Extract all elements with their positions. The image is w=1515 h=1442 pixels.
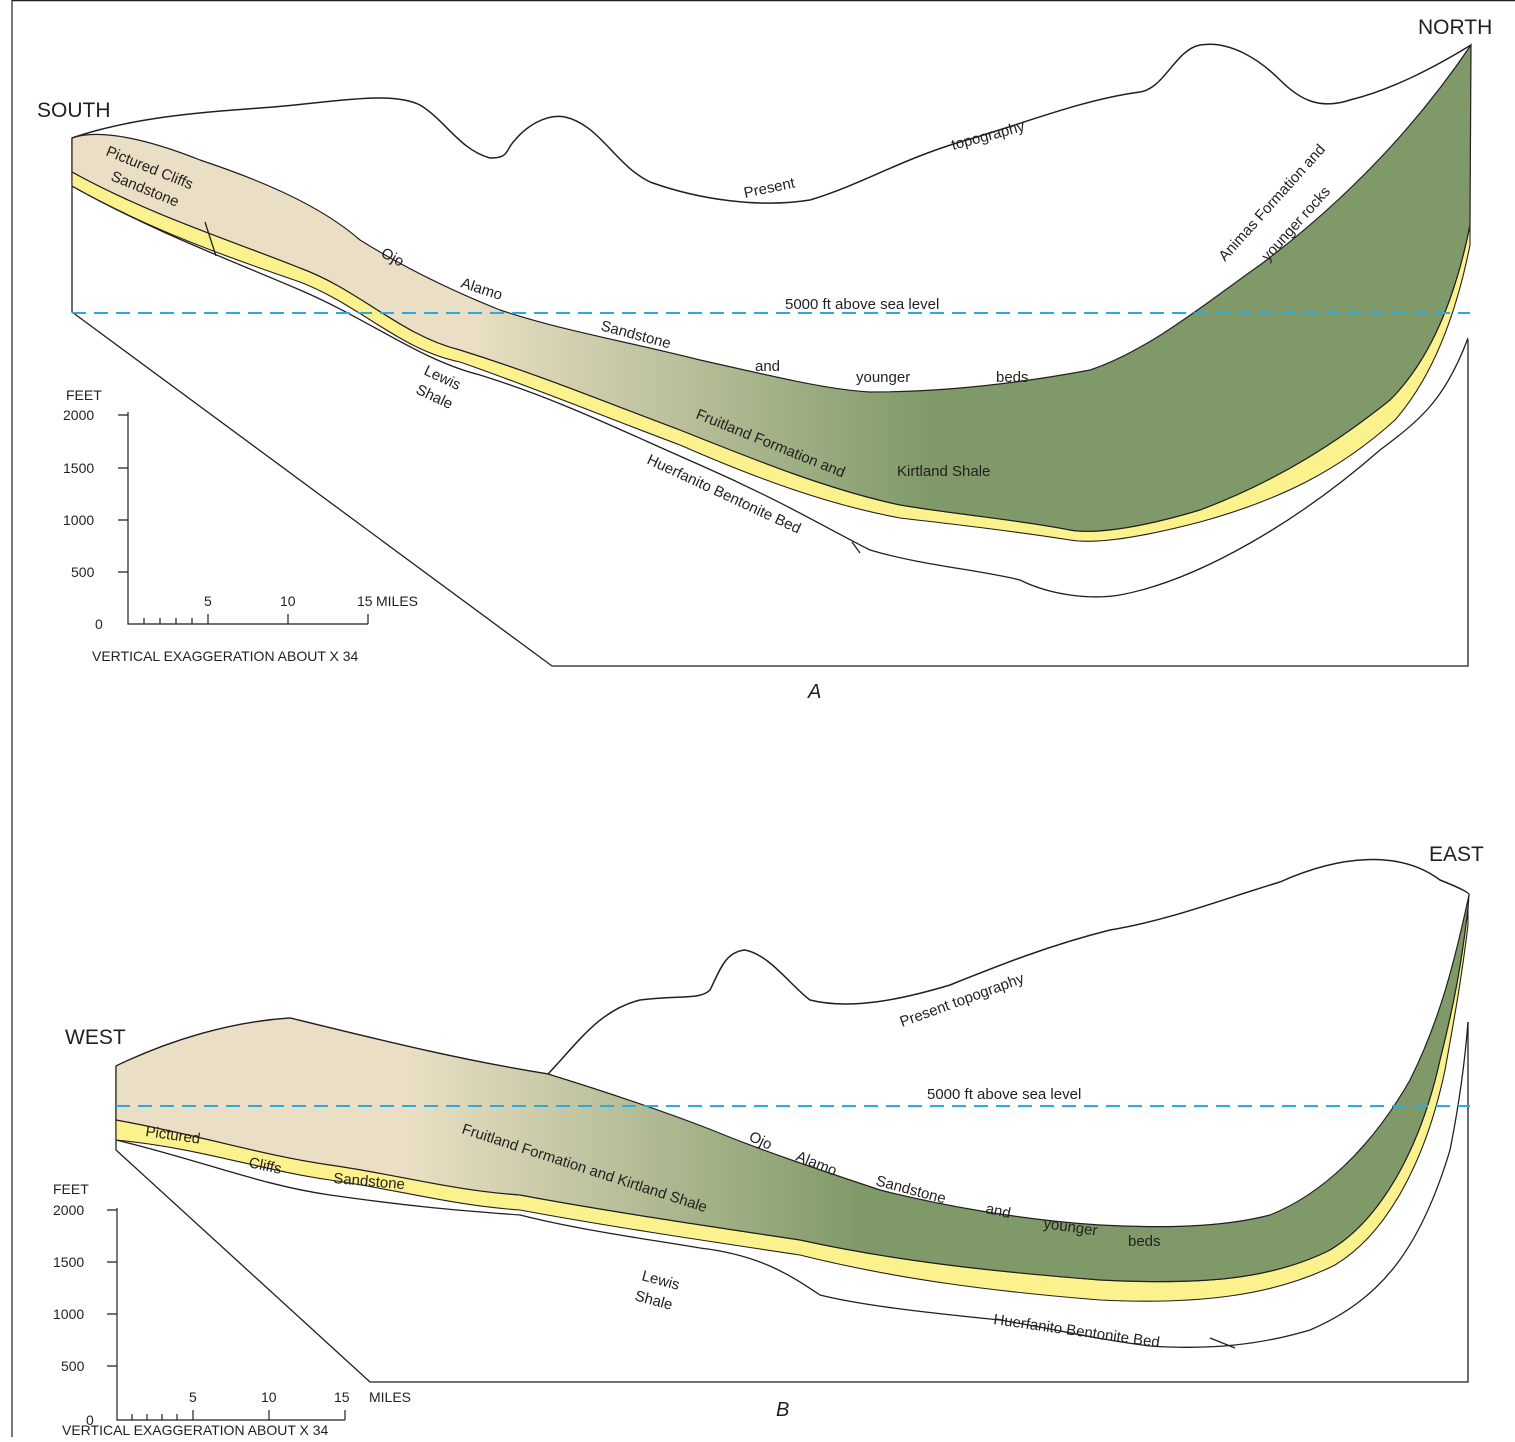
section-a-tick-1500: 1500 [63, 460, 94, 476]
section-a-scale-axes [127, 412, 368, 625]
section-b-tick-5: 5 [189, 1389, 197, 1405]
section-b-lewis-shale-base [115, 1021, 1469, 1348]
section-a: SOUTH NORTH 5000 ft above sea level Pres… [37, 16, 1492, 703]
section-a-ojo-alamo-sandstone-body [71, 43, 1472, 532]
section-b-huerfanito-label: Huerfanito Bentonite Bed [992, 1311, 1160, 1351]
section-b: WEST EAST 5000 ft above sea level Presen… [53, 843, 1484, 1438]
section-a-tick-15: 15 [357, 593, 373, 609]
section-b-east-label: EAST [1429, 843, 1484, 866]
section-b-sea-level-label: 5000 ft above sea level [927, 1086, 1081, 1103]
section-a-north-label: NORTH [1418, 16, 1492, 39]
section-a-lewis-shale-base [71, 185, 1469, 598]
section-a-topography-line [71, 43, 1472, 204]
section-b-topography-label: Present topography [898, 970, 1027, 1031]
section-b-cliffs-word: Cliffs [247, 1154, 283, 1178]
section-a-topography-word-1: Present [742, 174, 797, 202]
section-a-horizontal-ticks [143, 614, 369, 624]
section-b-tick-15: 15 [334, 1389, 350, 1405]
section-b-vertical-ticks [107, 1209, 117, 1367]
section-b-exaggeration-note: VERTICAL EXAGGERATION ABOUT X 34 [62, 1422, 329, 1437]
section-a-feet-label: FEET [66, 387, 102, 403]
section-b-scale: FEET 2000 1500 1000 500 0 5 10 15 MILES … [53, 1181, 411, 1438]
section-a-tick-0: 0 [95, 616, 103, 632]
section-a-exaggeration-note: VERTICAL EXAGGERATION ABOUT X 34 [92, 648, 359, 664]
section-a-younger-word: younger [856, 369, 910, 386]
section-b-west-label: WEST [65, 1026, 126, 1049]
section-b-sandstone-word: Sandstone [333, 1170, 406, 1193]
section-a-scale: FEET 2000 1500 1000 500 0 5 10 15 MILES … [63, 387, 418, 664]
section-a-tick-500: 500 [71, 564, 95, 580]
section-a-kirtland-label: Kirtland Shale [897, 463, 990, 480]
section-a-tick-5: 5 [204, 593, 212, 609]
section-a-and-word: and [755, 358, 780, 375]
section-a-caption: A [807, 681, 821, 703]
section-b-ojo-alamo-sandstone-body [115, 894, 1470, 1283]
section-b-tick-10: 10 [261, 1389, 277, 1405]
section-b-caption: B [776, 1399, 789, 1421]
section-b-miles-label: MILES [369, 1389, 411, 1405]
section-a-south-label: SOUTH [37, 99, 111, 122]
section-a-sea-level-label: 5000 ft above sea level [785, 296, 939, 313]
section-b-tick-500: 500 [61, 1358, 85, 1374]
section-a-tick-10: 10 [280, 593, 296, 609]
section-b-tick-0: 0 [86, 1412, 94, 1428]
section-a-tick-1000: 1000 [63, 512, 94, 528]
section-a-block-outline [71, 138, 1469, 667]
section-a-beds-word: beds [996, 369, 1029, 386]
section-b-and-word: and [984, 1200, 1012, 1222]
section-b-tick-2000: 2000 [53, 1202, 84, 1218]
section-b-tick-1000: 1000 [53, 1306, 84, 1322]
section-b-scale-axes [116, 1208, 345, 1421]
section-b-tick-1500: 1500 [53, 1254, 84, 1270]
section-b-beds-word: beds [1128, 1233, 1161, 1250]
section-a-topography-word-2: topography [950, 118, 1027, 154]
section-a-miles-label: MILES [376, 593, 418, 609]
section-a-tick-2000: 2000 [63, 407, 94, 423]
section-b-horizontal-ticks [131, 1410, 346, 1420]
section-a-vertical-ticks [118, 414, 128, 573]
section-a-huerfanito-bed-line [851, 541, 861, 554]
section-a-pictured-cliffs-leader [204, 221, 217, 257]
section-b-huerfanito-bed-line [1209, 1337, 1236, 1349]
section-b-feet-label: FEET [53, 1181, 89, 1197]
